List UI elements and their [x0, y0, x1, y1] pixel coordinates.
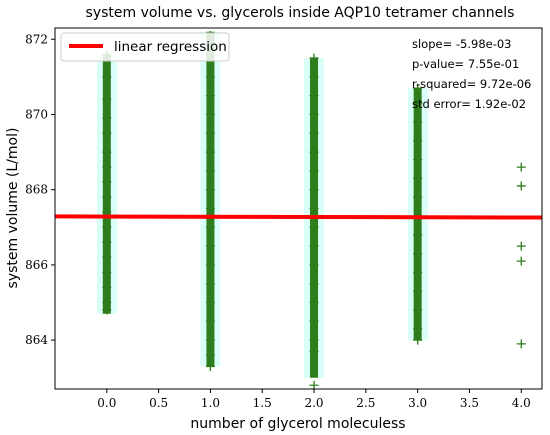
y-tick-label: 866 [25, 258, 48, 272]
x-tick-label: 0.0 [97, 396, 116, 410]
data-point [516, 181, 526, 191]
x-tick-label: 1.5 [253, 396, 272, 410]
annotation-r-squared: r-squared= 9.72e-06 [412, 77, 531, 91]
data-point [516, 241, 526, 251]
y-tick-label: 872 [25, 32, 48, 46]
x-tick-label: 3.5 [460, 396, 479, 410]
legend: linear regression [60, 32, 230, 62]
points-layer [102, 31, 526, 390]
x-axis-label: number of glycerol moleculess [190, 416, 405, 432]
plot-area-frame [54, 27, 543, 390]
x-tick-label: 4.0 [512, 396, 531, 410]
legend-box [60, 32, 230, 62]
data-point [516, 339, 526, 349]
chart-title: system volume vs. glycerols inside AQP10… [86, 5, 515, 21]
y-axis-label: system volume (L/mol) [5, 128, 21, 289]
y-axis-ticks: 864 866 868 870 872 [25, 32, 55, 347]
x-axis-ticks: 0.0 0.5 1.0 1.5 2.0 2.5 3.0 3.5 4.0 [97, 389, 531, 410]
y-tick-label: 870 [25, 107, 48, 121]
x-tick-label: 2.5 [356, 396, 375, 410]
y-tick-label: 864 [25, 333, 48, 347]
annotation-slope: slope= -5.98e-03 [412, 37, 512, 51]
legend-label: linear regression [114, 39, 227, 55]
x-tick-label: 3.0 [408, 396, 427, 410]
data-point [309, 380, 319, 390]
y-tick-label: 868 [25, 183, 48, 197]
x-tick-label: 2.0 [304, 396, 323, 410]
annotation-std-error: std error= 1.92e-02 [412, 97, 526, 111]
bands-layer [96, 31, 428, 378]
stats-annotations: slope= -5.98e-03 p-value= 7.55e-01 r-squ… [412, 37, 531, 111]
x-tick-label: 1.0 [201, 396, 220, 410]
regression-line [54, 214, 543, 220]
x-tick-label: 0.5 [149, 396, 168, 410]
annotation-p-value: p-value= 7.55e-01 [412, 57, 519, 71]
data-point [516, 162, 526, 172]
data-point [516, 256, 526, 266]
